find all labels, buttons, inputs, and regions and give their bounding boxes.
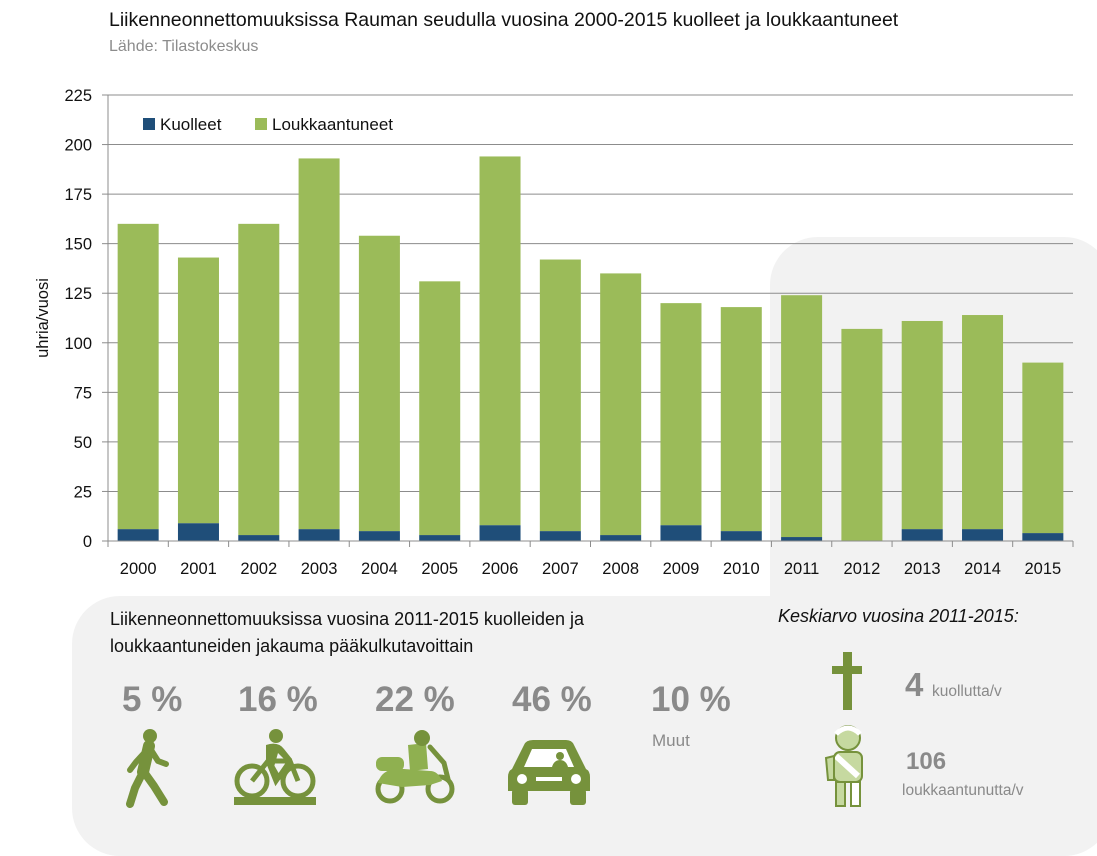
bars xyxy=(117,156,1064,541)
pedestrian-icon xyxy=(126,729,169,808)
moped-icon xyxy=(375,730,455,804)
bar-kuolleet-2004 xyxy=(358,531,400,541)
car-share: 46 % xyxy=(512,680,592,719)
bar-kuolleet-2010 xyxy=(720,531,762,541)
x-tick-label-2004: 2004 xyxy=(361,560,398,578)
bar-kuolleet-2002 xyxy=(238,535,280,541)
bar-kuolleet-2001 xyxy=(177,523,219,541)
bar-loukkaantuneet-2005 xyxy=(419,281,461,536)
other-caption: Muut xyxy=(652,731,690,750)
bar-kuolleet-2003 xyxy=(298,529,340,541)
x-tick-label-2005: 2005 xyxy=(421,560,458,578)
bar-loukkaantuneet-2007 xyxy=(539,259,581,532)
y-tick-label: 75 xyxy=(74,384,92,402)
legend-swatch-kuolleet xyxy=(143,118,155,130)
bar-loukkaantuneet-2009 xyxy=(660,303,702,526)
bar-loukkaantuneet-2006 xyxy=(479,156,521,526)
bar-chart: 0 25 50 75 100 125 150 175 200 225 uhria/vuosi 2000… xyxy=(34,87,1074,578)
bar-kuolleet-2000 xyxy=(117,529,159,541)
bar-kuolleet-2011 xyxy=(781,537,823,541)
bar-kuolleet-2009 xyxy=(660,525,702,541)
injured-person-icon xyxy=(824,725,863,807)
bar-loukkaantuneet-2001 xyxy=(177,257,219,524)
bar-kuolleet-2008 xyxy=(600,535,642,541)
bar-loukkaantuneet-2014 xyxy=(962,315,1004,530)
cyclist-icon xyxy=(234,729,316,805)
bar-loukkaantuneet-2013 xyxy=(901,320,943,530)
x-tick-label-2002: 2002 xyxy=(240,560,277,578)
bar-loukkaantuneet-2000 xyxy=(117,223,159,530)
bar-loukkaantuneet-2008 xyxy=(600,273,642,536)
y-tick-label: 175 xyxy=(64,186,92,204)
legend: Kuolleet Loukkaantuneet xyxy=(143,115,393,134)
bar-loukkaantuneet-2012 xyxy=(841,328,883,541)
y-tick-label: 0 xyxy=(83,533,92,551)
chart-title: Liikenneonnettomuuksissa Rauman seudulla… xyxy=(109,9,899,31)
x-tick-label-2011: 2011 xyxy=(784,560,819,578)
x-tick-label-2012: 2012 xyxy=(844,560,881,578)
bar-kuolleet-2013 xyxy=(901,529,943,541)
x-tick-label-2000: 2000 xyxy=(120,560,157,578)
bar-loukkaantuneet-2011 xyxy=(781,295,823,538)
legend-label-kuolleet: Kuolleet xyxy=(160,115,222,134)
x-tick-label-2013: 2013 xyxy=(904,560,941,578)
y-tick-label: 125 xyxy=(64,285,92,303)
bar-kuolleet-2006 xyxy=(479,525,521,541)
bar-kuolleet-2007 xyxy=(539,531,581,541)
bar-kuolleet-2015 xyxy=(1022,533,1064,541)
axes: 0 25 50 75 100 125 150 175 200 225 uhria/vuosi 2000… xyxy=(34,87,1074,578)
legend-label-loukkaantuneet: Loukkaantuneet xyxy=(272,115,393,134)
x-tick-label-2010: 2010 xyxy=(723,560,760,578)
moped-share: 22 % xyxy=(375,680,455,719)
distribution-heading: Liikenneonnettomuuksissa vuosina 2011-20… xyxy=(110,609,584,656)
y-tick-label: 200 xyxy=(64,137,92,155)
average-injured-value: 106 xyxy=(906,748,947,775)
y-tick-label: 225 xyxy=(64,87,92,105)
bar-loukkaantuneet-2015 xyxy=(1022,362,1064,534)
bar-loukkaantuneet-2003 xyxy=(298,158,340,530)
bar-loukkaantuneet-2010 xyxy=(720,307,762,532)
car-icon xyxy=(508,740,590,805)
y-tick-label: 25 xyxy=(74,483,92,501)
x-tick-label-2007: 2007 xyxy=(542,560,579,578)
other-share: 10 % xyxy=(651,680,731,719)
distribution-panel xyxy=(72,596,1097,856)
y-axis-label: uhria/vuosi xyxy=(34,278,52,358)
x-tick-label-2008: 2008 xyxy=(602,560,639,578)
bar-loukkaantuneet-2004 xyxy=(358,235,400,532)
y-tick-label: 50 xyxy=(74,434,92,452)
average-title: Keskiarvo vuosina 2011-2015: xyxy=(778,606,1019,626)
y-tick-label: 100 xyxy=(64,335,92,353)
x-tick-label-2001: 2001 xyxy=(180,560,217,578)
bar-kuolleet-2005 xyxy=(419,535,461,541)
x-tick-label-2003: 2003 xyxy=(301,560,338,578)
average-injured-unit: loukkaantunutta/v xyxy=(902,782,1024,799)
cyclist-share: 16 % xyxy=(238,680,318,719)
chart-source: Lähde: Tilastokeskus xyxy=(109,38,259,55)
x-tick-label-2015: 2015 xyxy=(1024,560,1061,578)
bar-kuolleet-2014 xyxy=(962,529,1004,541)
x-tick-label-2014: 2014 xyxy=(964,560,1001,578)
cross-icon xyxy=(832,652,862,710)
legend-swatch-loukkaantuneet xyxy=(255,118,267,130)
pedestrian-share: 5 % xyxy=(122,680,183,719)
x-tick-label-2009: 2009 xyxy=(663,560,700,578)
average-killed-value: 4 xyxy=(905,666,924,703)
y-tick-label: 150 xyxy=(64,236,92,254)
average-killed-unit: kuollutta/v xyxy=(932,683,1002,700)
x-tick-label-2006: 2006 xyxy=(482,560,519,578)
bar-loukkaantuneet-2002 xyxy=(238,223,280,536)
